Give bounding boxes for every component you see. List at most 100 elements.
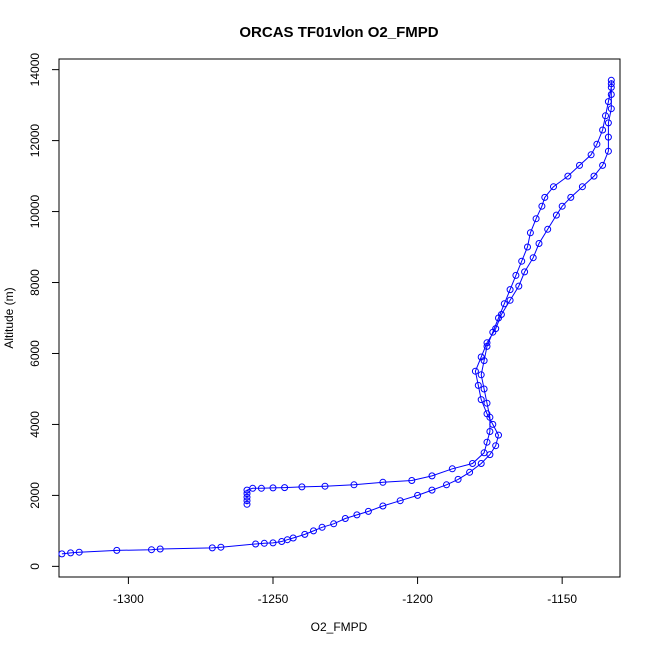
- data-point: [148, 546, 155, 554]
- y-tick-label: 12000: [28, 124, 42, 158]
- data-point: [500, 300, 508, 308]
- data-point: [607, 83, 615, 91]
- data-point: [564, 172, 572, 180]
- data-point: [243, 500, 251, 508]
- data-point: [428, 486, 436, 494]
- data-point: [489, 328, 497, 336]
- data-point: [269, 539, 277, 547]
- data-point: [480, 449, 488, 457]
- y-tick-label: 0: [28, 563, 42, 570]
- data-point: [532, 215, 540, 223]
- data-point: [257, 484, 265, 492]
- data-point: [466, 468, 474, 476]
- data-point: [492, 442, 500, 450]
- data-point: [526, 229, 534, 237]
- data-point: [558, 202, 566, 210]
- data-point: [495, 431, 502, 439]
- data-point: [604, 147, 612, 155]
- data-point: [477, 396, 485, 404]
- data-point: [538, 202, 546, 210]
- data-point: [396, 497, 404, 505]
- data-point: [607, 91, 615, 98]
- data-point: [489, 420, 497, 428]
- series-layer: [58, 76, 615, 558]
- data-point: [414, 491, 422, 499]
- data-point: [599, 161, 607, 169]
- data-point: [544, 225, 552, 233]
- data-point: [252, 540, 260, 548]
- data-point: [318, 523, 326, 531]
- data-point: [310, 527, 317, 535]
- x-tick-label: -1150: [547, 592, 577, 606]
- data-point: [552, 211, 560, 219]
- plot-frame: [58, 58, 621, 578]
- data-point: [483, 339, 491, 347]
- y-tick-label: 10000: [28, 195, 42, 229]
- data-point: [599, 126, 607, 134]
- data-point: [243, 486, 251, 494]
- data-point: [379, 478, 387, 486]
- y-axis: 0 2000 4000 6000 8000 10000 12000 14000: [28, 53, 60, 570]
- data-point: [379, 502, 387, 510]
- data-point: [113, 546, 121, 554]
- data-point: [604, 119, 612, 127]
- data-point: [480, 385, 488, 393]
- data-point: [604, 133, 612, 141]
- data-point: [301, 530, 309, 538]
- data-point: [550, 183, 557, 191]
- data-point: [506, 296, 514, 304]
- data-point: [471, 367, 479, 375]
- data-point: [483, 342, 491, 350]
- data-point: [602, 112, 609, 120]
- data-point: [260, 539, 268, 547]
- y-tick-label: 4000: [28, 411, 42, 438]
- x-axis: -1300 -1250 -1200 -1150: [113, 576, 577, 606]
- data-point: [208, 544, 216, 552]
- data-point: [217, 543, 225, 551]
- data-point: [506, 286, 514, 294]
- data-point: [156, 545, 164, 553]
- data-point: [578, 183, 586, 191]
- data-point: [469, 460, 476, 467]
- data-point: [443, 481, 450, 489]
- data-point: [607, 80, 615, 88]
- data-point: [524, 243, 531, 251]
- x-tick-label: -1250: [258, 592, 289, 606]
- data-point: [521, 268, 529, 276]
- y-axis-label: Altitude (m): [2, 287, 16, 348]
- data-point: [512, 271, 520, 279]
- data-point: [483, 399, 491, 407]
- data-point: [67, 549, 75, 557]
- data-point: [58, 550, 66, 558]
- data-point: [486, 428, 494, 435]
- data-point: [330, 520, 338, 528]
- data-point: [269, 484, 277, 492]
- y-tick-label: 2000: [28, 482, 42, 509]
- data-point: [541, 193, 549, 201]
- data-point: [353, 511, 361, 519]
- data-point: [590, 172, 598, 180]
- data-point: [454, 475, 462, 483]
- data-point: [428, 472, 436, 480]
- data-point: [474, 381, 482, 389]
- data-point: [75, 548, 83, 556]
- data-point: [607, 105, 615, 113]
- data-point: [486, 413, 494, 421]
- x-tick-label: -1300: [113, 592, 144, 606]
- data-point: [243, 493, 251, 501]
- data-point: [281, 484, 289, 492]
- y-tick-label: 8000: [28, 269, 42, 296]
- data-point: [567, 193, 575, 201]
- data-point: [321, 482, 329, 490]
- data-point: [408, 477, 416, 484]
- x-axis-label: O2_FMPD: [311, 620, 368, 634]
- data-point: [518, 257, 526, 265]
- data-point: [298, 483, 306, 491]
- data-point: [535, 240, 543, 247]
- data-point: [477, 460, 485, 467]
- data-point: [350, 481, 358, 489]
- data-point: [607, 76, 615, 84]
- data-point: [480, 357, 488, 365]
- data-point: [243, 497, 251, 505]
